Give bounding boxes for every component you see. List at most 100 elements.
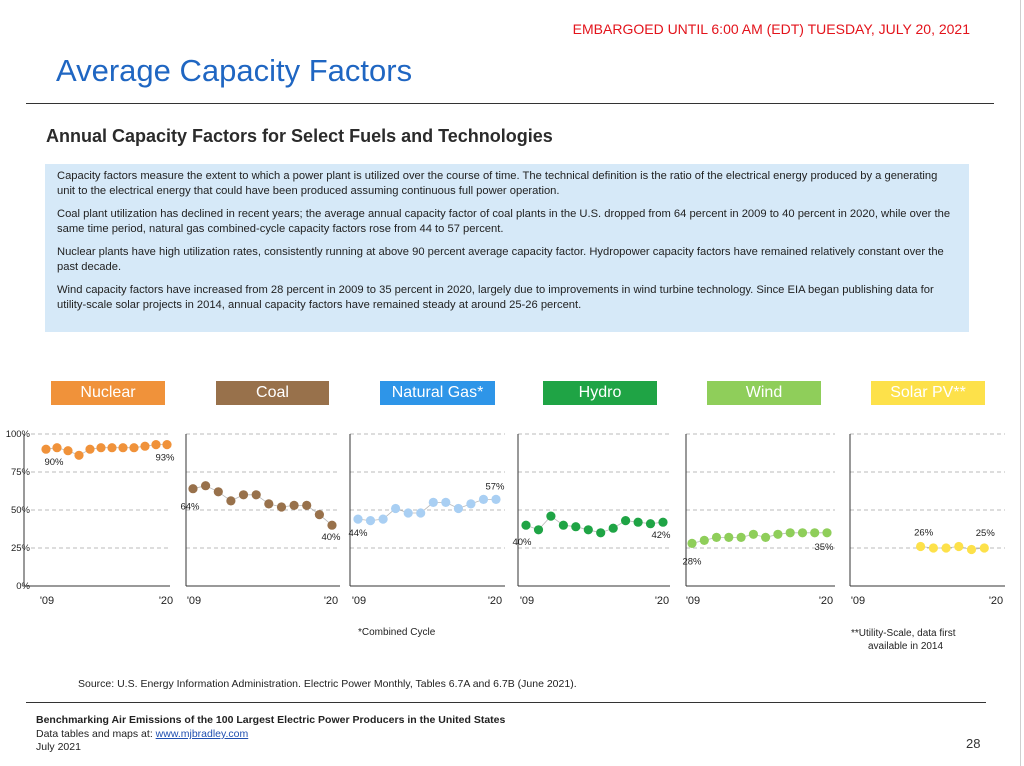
data-point [365,516,376,526]
data-label-end: 25% [976,528,996,539]
data-point [466,499,476,509]
data-point [583,525,593,535]
data-point [928,543,939,553]
data-point [41,444,51,454]
data-point [571,522,581,532]
y-tick-label: 25% [11,543,31,554]
embargo-notice: EMBARGOED UNTIL 6:00 AM (EDT) TUESDAY, J… [572,21,970,37]
footer-divider [26,702,986,703]
data-label-start: 40% [512,537,532,548]
data-point [621,516,631,526]
data-point [441,497,451,507]
footer-date: July 2021 [36,741,81,753]
data-point [289,500,299,510]
x-tick-label: '09 [851,595,865,607]
description-paragraph: Wind capacity factors have increased fro… [57,284,934,311]
data-point [96,443,106,453]
page-title: Average Capacity Factors [56,53,413,88]
x-tick-label: '09 [352,595,366,607]
data-point [724,532,734,542]
data-point [797,528,808,538]
page-number: 28 [966,736,981,751]
data-point [773,529,783,539]
data-point [699,535,709,545]
data-point [608,523,618,533]
x-tick-label: '20 [488,595,502,607]
data-point [645,519,656,529]
data-point [353,514,363,524]
data-point [129,443,139,453]
page-edge [1020,0,1021,766]
x-tick-label: '20 [989,595,1003,607]
x-tick-label: '09 [520,595,534,607]
x-tick-label: '09 [40,595,54,607]
data-point [979,543,989,553]
category-label-nuclear: Nuclear [51,381,165,405]
data-point [596,528,606,538]
data-label-start: 28% [682,556,702,567]
data-label-start: 44% [348,528,368,539]
data-point [491,494,501,504]
data-point [687,538,697,548]
data-point [314,510,324,520]
data-point [916,541,926,552]
footer-tables-prefix: Data tables and maps at: [36,728,156,740]
footer-title: Benchmarking Air Emissions of the 100 La… [36,714,506,726]
category-label-coal: Coal [216,381,329,405]
website-link[interactable]: www.mjbradley.com [155,728,249,740]
category-label-wind: Wind [707,381,821,405]
x-tick-label: '20 [819,595,833,607]
series-line [525,515,664,534]
data-point [941,543,951,553]
data-point [966,544,977,555]
x-tick-label: '09 [686,595,700,607]
data-point [201,481,211,491]
data-point [954,541,964,552]
data-point [810,528,820,538]
solar-note: **Utility-Scale, data first available in… [851,627,955,653]
data-point [238,490,249,500]
data-label-start: 64% [180,502,200,513]
data-label-end: 42% [651,530,671,541]
data-point [327,520,337,530]
data-label-end: 40% [321,532,341,543]
data-label-start: 26% [914,527,934,538]
data-point [151,440,161,450]
data-point [533,525,544,535]
y-tick-label: 0% [16,581,30,592]
data-point [403,508,413,518]
data-point [822,528,832,538]
data-point [761,532,771,542]
data-point [416,508,426,518]
data-point [378,514,388,524]
data-label-end: 35% [814,542,834,553]
data-point [546,511,556,521]
title-divider [26,103,994,104]
solar-note-line: **Utility-Scale, data first [851,628,956,639]
data-label-start: 90% [44,457,64,468]
category-label-hydro: Hydro [543,381,657,405]
x-tick-label: '20 [655,595,669,607]
source-citation: Source: U.S. Energy Information Administ… [78,678,577,690]
data-point [226,496,236,506]
data-point [391,503,401,514]
description-paragraph: Capacity factors measure the extent to w… [57,170,938,197]
data-point [785,528,795,538]
data-point [478,494,489,504]
data-point [276,502,287,512]
data-point [521,520,531,530]
x-tick-label: '20 [159,595,173,607]
x-tick-label: '09 [187,595,201,607]
data-label-end: 93% [155,453,175,464]
data-point [633,517,643,527]
capacity-factor-chart: 100% 75% 50% 25% 0% '09 '20 '09 '20 '09 '20 '09 '20 '… [6,429,1005,607]
combined-cycle-note: *Combined Cycle [358,627,436,638]
data-point [213,487,223,497]
data-point [162,440,172,450]
data-point [118,443,128,453]
section-subtitle: Annual Capacity Factors for Select Fuels… [46,126,553,146]
data-label-end: 57% [485,481,505,492]
data-point [85,444,95,454]
data-point [748,529,759,539]
x-tick-label: '20 [324,595,338,607]
